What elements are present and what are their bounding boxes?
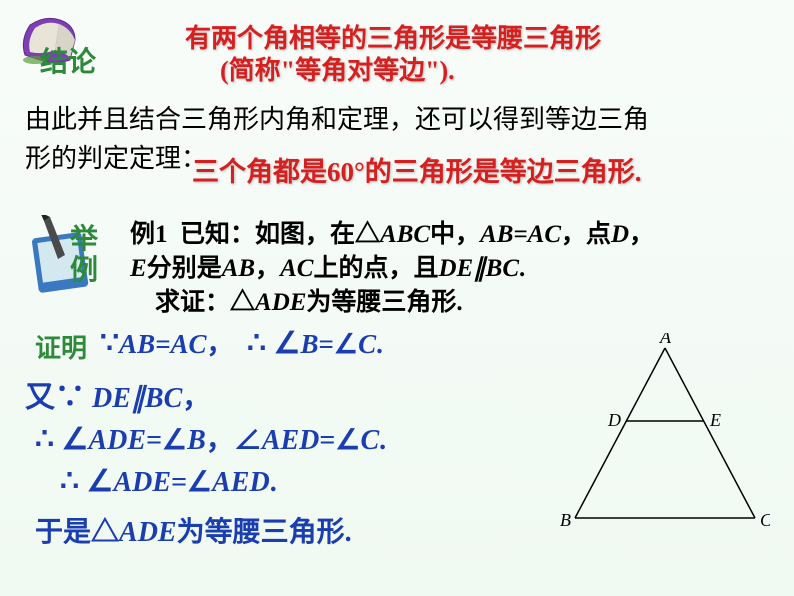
- t4: 分别是: [147, 255, 222, 282]
- s2c: ，: [182, 383, 210, 414]
- s3f: AED: [262, 425, 320, 456]
- s3d: B: [187, 425, 206, 456]
- s3i: .: [379, 425, 386, 456]
- svg-text:E: E: [709, 410, 721, 430]
- t2: 中，: [430, 221, 480, 248]
- theorem-line-3: 三个角都是60°的三角形是等边三角形.: [192, 150, 642, 189]
- s1a: ∵: [100, 327, 119, 360]
- svg-text:B: B: [560, 510, 571, 530]
- s4e: .: [270, 467, 277, 498]
- t5: ，: [255, 255, 280, 282]
- abc: ABC: [380, 221, 430, 248]
- s3g: =∠: [319, 425, 360, 456]
- d: D: [611, 221, 629, 248]
- conclusion-label: 结论: [40, 40, 96, 80]
- s1c: ，: [207, 329, 234, 359]
- s3h: C: [360, 425, 379, 456]
- abac: AB=AC: [480, 221, 561, 248]
- s2a: 又∵: [25, 381, 85, 414]
- s4b: ADE: [113, 467, 171, 498]
- e: E: [130, 255, 147, 282]
- t6: 上的点，且: [313, 255, 438, 282]
- svg-text:D: D: [607, 410, 621, 430]
- s4d: AED: [212, 467, 270, 498]
- s3a: ∴ ∠: [35, 423, 88, 456]
- ab2: AB: [222, 255, 255, 282]
- example-num: 例1: [130, 221, 168, 248]
- s1g: C: [358, 329, 376, 359]
- s1d: ∴ ∠: [247, 327, 300, 360]
- s1f: =∠: [319, 329, 359, 359]
- ac2: AC: [280, 255, 313, 282]
- s1h: .: [376, 329, 383, 359]
- triangle-diagram: A B C D E: [560, 333, 770, 533]
- theorem-line-2: (简称"等角对等边").: [220, 50, 455, 87]
- example-problem: 例1 已知：如图，在△ABC中，AB=AC，点D， E分别是AB，AC上的点，且…: [130, 218, 780, 319]
- s1b: AB=AC: [119, 329, 206, 359]
- svg-text:A: A: [659, 333, 672, 347]
- proof-step-4: ∴ ∠ADE=∠AED.: [60, 464, 277, 499]
- s5c: 为等腰三角形.: [177, 517, 352, 548]
- t1: 已知：如图，在△: [180, 221, 380, 248]
- t7: 求证：△: [155, 289, 255, 316]
- p1: .: [519, 255, 525, 282]
- s5b: ADE: [119, 517, 177, 548]
- proof-step-5: 于是△ADE为等腰三角形.: [35, 510, 352, 550]
- s1e: B: [301, 329, 319, 359]
- c1: ，: [629, 221, 654, 248]
- s3e: ，∠: [206, 425, 262, 456]
- proof-step-3: ∴ ∠ADE=∠B，∠AED=∠C.: [35, 418, 386, 458]
- t3: ，点: [561, 221, 611, 248]
- s3c: =∠: [146, 425, 187, 456]
- svg-text:C: C: [760, 510, 770, 530]
- proof-step-1: ∵AB=AC， ∴ ∠B=∠C.: [100, 322, 383, 361]
- ade: ADE: [255, 289, 306, 316]
- example-label: 举例: [70, 225, 100, 287]
- proof-step-2: 又∵ DE∥BC，: [25, 372, 210, 416]
- debc: DE∥BC: [438, 255, 519, 282]
- s5a: 于是△: [35, 517, 119, 548]
- s2b: DE∥BC: [92, 383, 182, 414]
- s4c: =∠: [171, 467, 212, 498]
- t8: 为等腰三角形.: [306, 289, 462, 316]
- s4a: ∴ ∠: [60, 465, 113, 498]
- s3b: ADE: [88, 425, 146, 456]
- proof-label: 证明: [35, 328, 87, 365]
